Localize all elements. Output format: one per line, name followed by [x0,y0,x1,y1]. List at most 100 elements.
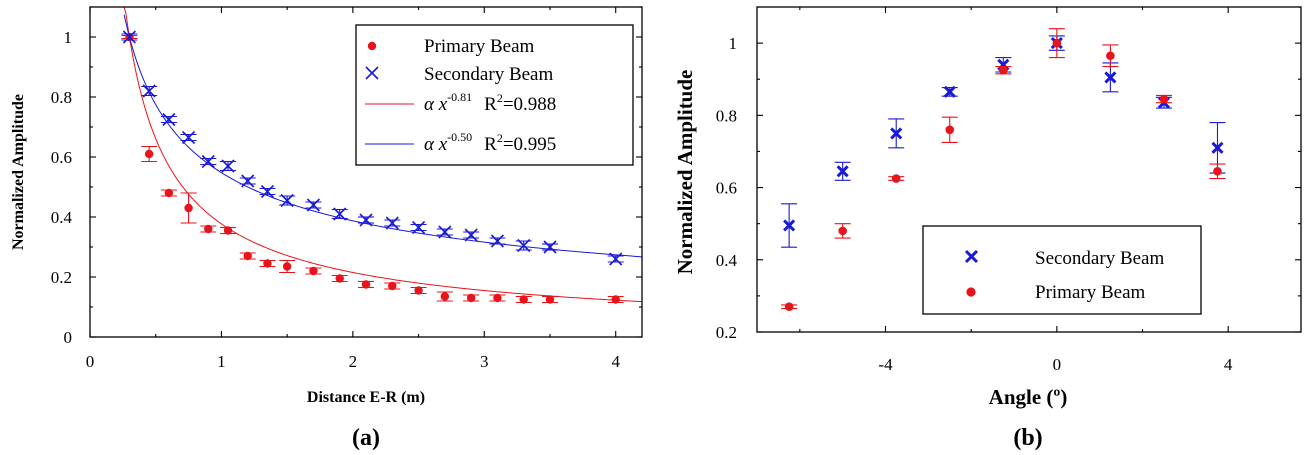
b-data-marks [781,28,1226,312]
a-legend-primary-label: Primary Beam [424,36,535,57]
a-point-secondary [490,234,504,248]
a-xtick-label: 1 [217,352,226,371]
b-point-secondary [1104,71,1117,84]
b-legend: Secondary Beam Primary Beam [922,225,1202,315]
a-legend-primary-fit-r2: =0.988 [503,94,556,115]
a-point-primary [335,274,344,283]
b-point-primary [1213,167,1222,176]
a-xlabel: Distance E-R (m) [307,389,425,406]
b-legend-secondary-marker [964,249,979,264]
a-point-secondary [517,238,531,253]
b-point-primary [998,65,1008,75]
a-xtick-label: 3 [480,352,489,371]
a-legend-secondary-fit-r: R [484,134,497,155]
panel-a: 0 1 2 3 4 0 0.2 0.4 0.6 0.8 1 Distance E-R (m) Nor… [10,6,643,451]
b-point-secondary [890,127,903,140]
a-point-primary [164,188,174,198]
a-ytick-label: 0.2 [51,268,72,287]
a-point-primary [493,293,502,303]
a-point-primary [388,281,397,291]
a-ytick-label: 0 [64,328,73,347]
a-legend-item-secondary-fit: α x-0.50 R2=0.995 [365,130,556,155]
a-ytick-label: 0.6 [51,148,72,167]
b-point-secondary [836,165,849,178]
a-point-secondary [122,30,136,44]
a-legend: Primary Beam Secondary Beam α x-0.81 R2=0… [355,24,634,166]
b-panel-label: (b) [1013,425,1042,451]
a-legend-item-secondary: Secondary Beam [365,64,553,85]
b-point-primary [1052,38,1062,48]
a-point-secondary [385,216,399,230]
b-axis-ticks: -4 0 4 0.2 0.4 0.6 0.8 1 [716,6,1301,374]
b-point-secondary [943,85,956,98]
a-legend-secondary-label: Secondary Beam [424,64,553,85]
b-ytick-label: 0.8 [716,106,737,125]
a-legend-primary-fit-r2-sup: 2 [497,91,503,105]
a-xtick-label: 4 [611,352,620,371]
a-legend-secondary-fit-r2-sup: 2 [497,131,503,145]
a-ylabel: Normalized Amplitude [10,94,27,250]
a-point-primary [223,226,233,235]
a-legend-secondary-fit-label: α x-0.50 R2=0.995 [424,130,556,155]
b-legend-primary-label: Primary Beam [1035,282,1146,303]
panel-b: -4 0 4 0.2 0.4 0.6 0.8 1 Angle (º) Normalized A… [673,6,1302,451]
b-point-primary [1106,51,1115,61]
a-point-primary [309,266,318,276]
a-point-primary [611,295,620,304]
a-legend-primary-fit-label: α x-0.81 R2=0.988 [424,90,556,115]
a-legend-secondary-fit-alpha: α x [424,134,448,155]
b-point-primary [838,226,847,236]
b-point-primary [784,302,794,312]
a-plot-frame [89,6,643,338]
a-point-primary [144,149,154,159]
b-point-secondary [1211,141,1224,154]
a-legend-item-primary-fit: α x-0.81 R2=0.988 [365,90,556,115]
a-point-primary [466,293,476,303]
a-point-secondary [543,240,557,254]
b-xtick-label: 0 [1053,355,1062,374]
a-point-primary [519,295,528,304]
b-xtick-label: 4 [1224,355,1233,374]
a-point-secondary [201,154,215,169]
b-legend-box [922,225,1202,315]
a-ytick-label: 0.4 [51,208,73,227]
a-axis-ticks: 0 1 2 3 4 0 0.2 0.4 0.6 0.8 1 [51,6,642,371]
a-legend-primary-marker [367,41,377,51]
b-xtick-label: -4 [878,355,893,374]
b-legend-item-secondary: Secondary Beam [964,248,1164,269]
a-legend-primary-fit-alpha: α x [424,94,448,115]
b-point-primary [1159,94,1169,104]
a-point-secondary [333,207,347,221]
a-panel-label: (a) [352,425,380,451]
b-ylabel: Normalized Amplitude [673,70,697,275]
a-ytick-label: 0.8 [51,88,72,107]
a-point-primary [263,259,272,268]
a-legend-secondary-marker [365,66,379,80]
a-legend-primary-fit-exp: -0.81 [447,90,472,104]
a-legend-secondary-fit-exp: -0.50 [447,130,472,144]
a-ytick-label: 1 [64,28,73,47]
b-ytick-label: 0.6 [716,179,737,198]
a-data-marks [121,30,624,304]
b-legend-item-primary: Primary Beam [966,282,1146,303]
b-xlabel: Angle (º) [989,385,1068,409]
b-point-primary [891,174,901,183]
a-point-secondary [306,198,320,212]
b-point-primary [945,125,955,135]
a-point-primary [545,295,555,304]
a-point-primary [243,251,252,261]
a-point-primary [414,286,423,295]
a-point-secondary [280,193,294,208]
a-legend-primary-fit-r: R [484,94,497,115]
b-plot-frame [756,6,1302,333]
a-point-secondary [142,84,156,98]
a-point-secondary [359,213,373,227]
a-legend-box [355,24,634,166]
a-xtick-label: 0 [86,352,95,371]
a-point-primary [361,280,371,289]
a-point-secondary [609,252,623,266]
b-legend-primary-marker [966,287,976,297]
b-ytick-label: 0.4 [716,251,738,270]
b-point-secondary [783,219,796,232]
